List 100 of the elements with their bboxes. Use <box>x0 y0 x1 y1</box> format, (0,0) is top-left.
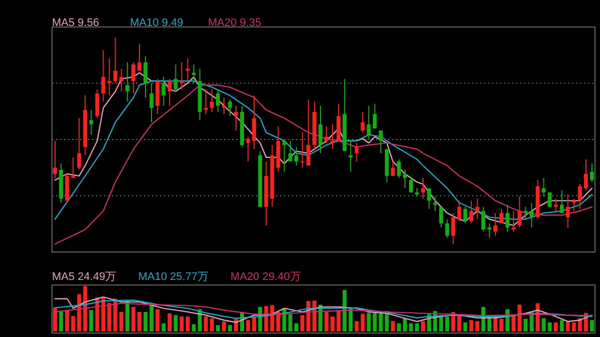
candlestick <box>107 58 112 96</box>
bar <box>415 323 419 332</box>
bar <box>348 308 353 332</box>
bar <box>469 320 474 332</box>
bar <box>390 321 395 332</box>
bar <box>500 318 504 332</box>
candlestick <box>89 109 94 136</box>
bar <box>524 318 528 332</box>
candlestick <box>228 99 232 117</box>
candlestick <box>288 140 292 162</box>
candlestick <box>71 156 76 178</box>
bar <box>512 315 516 332</box>
bar <box>144 312 148 332</box>
candlestick <box>174 64 178 92</box>
candlestick <box>252 94 256 150</box>
bar <box>445 316 450 332</box>
bar <box>228 325 232 332</box>
bar <box>113 298 118 332</box>
candlestick <box>390 160 395 176</box>
bar <box>89 310 94 332</box>
bar <box>65 310 70 332</box>
candlestick <box>590 163 594 183</box>
bar <box>216 325 220 332</box>
bar <box>198 309 202 332</box>
bar <box>475 321 480 332</box>
candlestick <box>77 118 82 170</box>
candlestick <box>354 142 359 162</box>
series-label: MA5 24.49万 <box>52 271 116 283</box>
bar <box>560 320 564 332</box>
bar <box>168 313 172 332</box>
bar <box>174 315 178 332</box>
bar <box>572 322 576 332</box>
candlestick <box>119 68 124 92</box>
series-label: MA10 25.77万 <box>138 271 209 283</box>
candlestick <box>524 206 528 220</box>
text: MA10 9.49 <box>130 17 184 29</box>
bar <box>59 311 64 332</box>
candlestick <box>512 210 516 232</box>
candlestick <box>463 206 468 224</box>
candlestick <box>481 206 486 232</box>
candlestick <box>566 194 570 228</box>
candlestick <box>578 184 582 210</box>
bar <box>252 316 256 332</box>
bar <box>566 321 570 332</box>
candlestick <box>318 105 322 154</box>
candlestick <box>445 218 450 238</box>
candlestick <box>300 132 304 168</box>
bar <box>156 309 160 332</box>
candlestick <box>500 208 504 224</box>
candlestick <box>330 124 335 150</box>
bar <box>83 286 88 332</box>
candlestick <box>475 198 480 220</box>
candlestick <box>144 56 148 98</box>
candlestick <box>138 43 142 72</box>
bar <box>354 321 359 332</box>
bar <box>324 312 328 332</box>
bar <box>71 316 76 332</box>
bar <box>131 306 136 332</box>
candlestick <box>324 126 328 144</box>
bar <box>487 316 492 332</box>
candlestick <box>234 105 238 132</box>
candlestick <box>125 62 130 102</box>
candlestick <box>131 62 136 94</box>
candlestick <box>210 88 214 112</box>
candlestick <box>487 222 492 238</box>
candlestick <box>421 177 426 200</box>
candlestick <box>246 136 250 162</box>
bar <box>396 323 401 332</box>
bar <box>77 294 82 332</box>
candlestick <box>469 200 474 224</box>
bar <box>150 303 154 332</box>
bar <box>125 301 130 332</box>
candlestick <box>113 37 118 84</box>
bar <box>342 290 347 332</box>
candlestick <box>493 212 498 236</box>
bar <box>336 310 341 332</box>
candlestick <box>427 188 432 210</box>
candlestick <box>530 202 534 228</box>
candlestick <box>306 99 310 166</box>
bar <box>53 307 57 332</box>
candlestick <box>348 140 353 172</box>
bar <box>264 306 268 332</box>
candlestick <box>294 146 298 166</box>
text: MA5 9.56 <box>52 17 100 29</box>
text: MA20 29.40万 <box>230 271 301 283</box>
candlestick <box>572 198 576 212</box>
bar <box>210 318 214 332</box>
bar <box>300 315 304 332</box>
text: MA20 9.35 <box>208 17 262 29</box>
bar <box>294 323 298 332</box>
candlestick <box>168 78 172 106</box>
candlestick <box>150 82 154 123</box>
candlestick <box>162 76 166 106</box>
candlestick <box>518 196 522 228</box>
candlestick <box>222 97 226 115</box>
bar <box>119 312 124 332</box>
bar <box>402 318 407 332</box>
bar <box>409 323 413 332</box>
candlestick <box>433 196 438 212</box>
bar <box>421 321 426 332</box>
